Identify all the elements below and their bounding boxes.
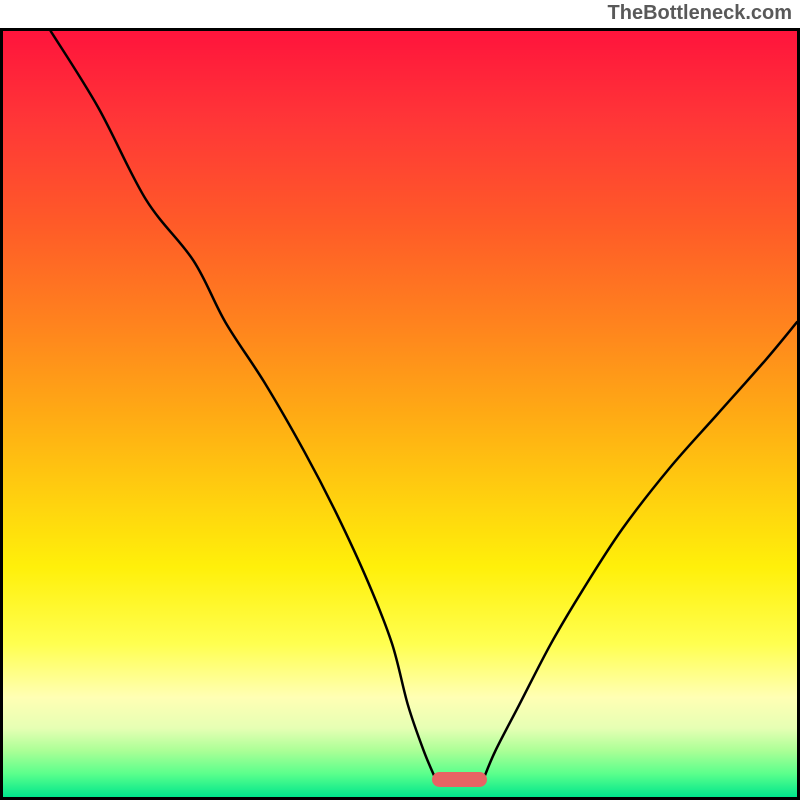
chart-border xyxy=(0,28,800,800)
chart-container: { "watermark": { "text": "TheBottleneck.… xyxy=(0,0,800,800)
valley-marker xyxy=(432,772,488,787)
watermark-text: TheBottleneck.com xyxy=(608,2,792,25)
